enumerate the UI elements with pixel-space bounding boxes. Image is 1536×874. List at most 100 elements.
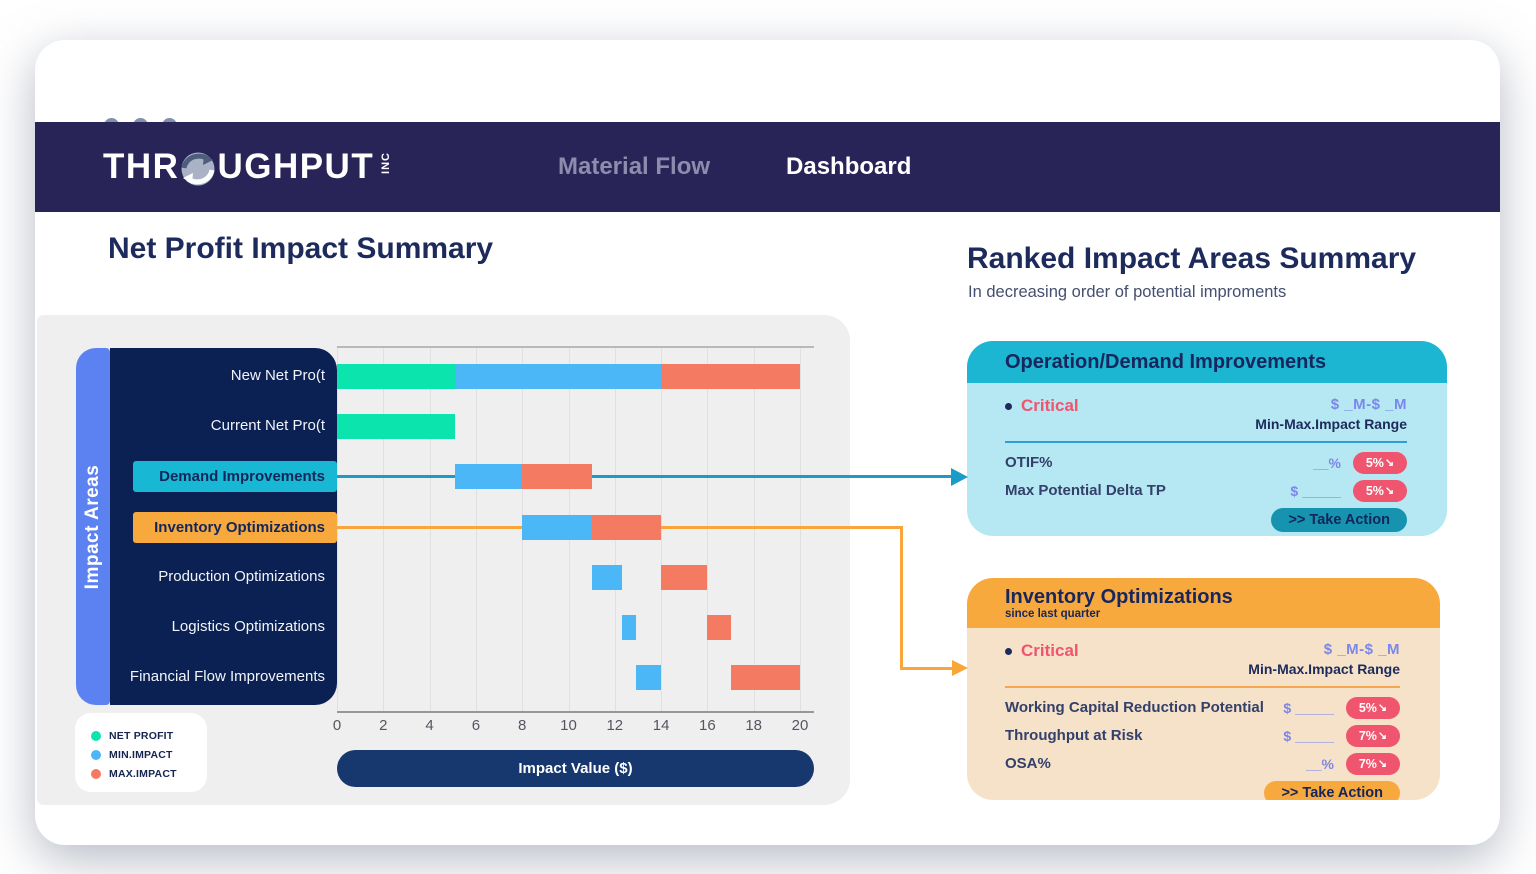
gridline xyxy=(661,347,663,712)
impact-range: $ _M-$ _M Min-Max.Impact Range xyxy=(1248,641,1400,677)
legend-label: MAX.IMPACT xyxy=(109,767,177,780)
bar-segment[interactable] xyxy=(661,364,800,389)
gridline xyxy=(707,347,709,712)
bar-segment[interactable] xyxy=(455,464,523,489)
badge-value: 5% xyxy=(1365,483,1384,498)
connector-line-inventory xyxy=(900,667,953,670)
trend-down-icon: ↘ xyxy=(1384,485,1395,497)
metric-label: Throughput at Risk xyxy=(1005,727,1143,744)
metric-value: __% xyxy=(1312,454,1341,471)
metric-value: $ _____ xyxy=(1283,727,1334,744)
bar-segment[interactable] xyxy=(337,414,456,439)
legend-label: MIN.IMPACT xyxy=(109,748,173,761)
x-tick-label: 18 xyxy=(745,717,763,734)
bar-segment[interactable] xyxy=(591,565,622,590)
badge-value: 5% xyxy=(1365,455,1384,470)
legend-label: NET PROFIT xyxy=(109,729,174,742)
gridline xyxy=(753,347,755,712)
app-logo[interactable]: THR UGHPUT INC xyxy=(103,147,397,187)
impact-range-label: Min-Max.Impact Range xyxy=(1248,661,1400,677)
card-divider xyxy=(1005,441,1407,443)
card-title: Inventory Optimizations xyxy=(1005,586,1233,608)
x-tick-label: 14 xyxy=(652,717,670,734)
gridline xyxy=(475,347,477,712)
nav-item-material-flow[interactable]: Material Flow xyxy=(558,153,711,180)
metric-badge: 5% ↘ xyxy=(1353,479,1407,502)
bullet-icon xyxy=(1005,402,1012,410)
x-tick-label: 20 xyxy=(791,717,809,734)
legend-item[interactable]: NET PROFIT xyxy=(91,726,207,745)
metric-row: Throughput at Risk $ _____ 7% ↘ xyxy=(1005,724,1400,747)
metric-label: Max Potential Delta TP xyxy=(1005,482,1166,499)
impact-area-label: Current Net Pro(t xyxy=(210,417,325,434)
take-action-button[interactable]: >> Take Action xyxy=(1271,508,1407,532)
card-inventory-optimizations: Inventory Optimizations since last quart… xyxy=(967,578,1440,800)
bar-segment[interactable] xyxy=(730,665,800,690)
legend-dot xyxy=(91,730,101,741)
page-title: Net Profit Impact Summary xyxy=(108,232,494,265)
impact-area-label: Production Optimizations xyxy=(158,568,325,585)
ranked-summary-title: Ranked Impact Areas Summary xyxy=(967,242,1417,275)
metric-value: $ _____ xyxy=(1283,699,1334,716)
gridline xyxy=(800,347,801,712)
navbar: THR UGHPUT INC Material Flow Dashboard xyxy=(35,122,1500,212)
impact-areas-panel: New Net Pro(t Current Net Pro(t Demand Imp… xyxy=(110,348,337,705)
gridline xyxy=(383,347,385,712)
bar-segment[interactable] xyxy=(707,615,731,640)
status-row: Critical $ _M-$ _M Min-Max.Impact Range xyxy=(1005,641,1400,677)
status-row: Critical $ _M-$ _M Min-Max.Impact Range xyxy=(1005,396,1407,432)
x-axis-line xyxy=(337,711,814,713)
x-tick-label: 2 xyxy=(379,717,388,734)
card-header: Inventory Optimizations since last quart… xyxy=(967,578,1440,628)
bar-segment[interactable] xyxy=(455,364,662,389)
bar-segment[interactable] xyxy=(635,665,662,690)
metrics-list: Working Capital Reduction Potential $ ___… xyxy=(1005,696,1400,775)
logo-suffix: INC xyxy=(380,152,393,174)
badge-value: 5% xyxy=(1358,700,1377,715)
legend-item[interactable]: MIN.IMPACT xyxy=(91,745,207,764)
nav-item-dashboard[interactable]: Dashboard xyxy=(786,153,912,180)
status-text: Critical xyxy=(1021,396,1079,415)
connector-arrow-demand xyxy=(951,468,968,486)
metric-badge: 5% ↘ xyxy=(1353,451,1407,474)
metric-badge: 7% ↘ xyxy=(1346,724,1400,747)
metric-row: Max Potential Delta TP $ _____ 5% ↘ xyxy=(1005,479,1407,502)
status-text: Critical xyxy=(1021,641,1079,660)
legend-item[interactable]: MAX.IMPACT xyxy=(91,764,207,783)
metric-row: Working Capital Reduction Potential $ ___… xyxy=(1005,696,1400,719)
action-row: >> Take Action xyxy=(1005,508,1407,532)
bar-segment[interactable] xyxy=(522,515,592,540)
main-nav: Material Flow Dashboard xyxy=(558,153,911,181)
bar-segment[interactable] xyxy=(661,565,708,590)
metrics-list: OTIF% __% 5% ↘ Max Potential Delta TP $ _____… xyxy=(1005,451,1407,502)
impact-area-label-highlighted[interactable]: Demand Improvements xyxy=(133,461,337,492)
metric-label: OSA% xyxy=(1005,755,1051,772)
x-tick-label: 10 xyxy=(560,717,577,734)
status-critical: Critical xyxy=(1005,396,1079,416)
impact-range-value: $ _M-$ _M xyxy=(1330,396,1407,413)
card-subtitle: since last quarter xyxy=(1005,608,1101,620)
ranked-summary-subtitle: In decreasing order of potential improme… xyxy=(968,283,1287,301)
x-tick-label: 4 xyxy=(425,717,434,734)
card-title: Operation/Demand Improvements xyxy=(1005,350,1327,373)
connector-line-inventory xyxy=(900,526,903,669)
plot-top-border xyxy=(337,346,814,348)
impact-area-label: New Net Pro(t xyxy=(230,367,325,384)
action-row: >> Take Action xyxy=(1005,781,1400,800)
x-tick-label: 6 xyxy=(471,717,481,734)
metric-label: Working Capital Reduction Potential xyxy=(1005,699,1264,716)
take-action-button[interactable]: >> Take Action xyxy=(1264,781,1400,800)
x-axis-label-pill: Impact Value ($) xyxy=(337,750,814,787)
metric-row: OSA% __% 7% ↘ xyxy=(1005,752,1400,775)
impact-area-label-highlighted[interactable]: Inventory Optimizations xyxy=(133,512,337,543)
metric-badge: 7% ↘ xyxy=(1346,752,1400,775)
impact-area-label: Financial Flow Improvements xyxy=(129,668,325,685)
impact-area-label: Logistics Optimizations xyxy=(171,618,325,635)
bar-segment[interactable] xyxy=(621,615,636,640)
y-axis-title: Impact Areas xyxy=(82,464,103,589)
bar-segment[interactable] xyxy=(337,364,456,389)
bar-segment[interactable] xyxy=(591,515,662,540)
connector-line-demand xyxy=(337,475,951,478)
bar-segment[interactable] xyxy=(522,464,592,489)
